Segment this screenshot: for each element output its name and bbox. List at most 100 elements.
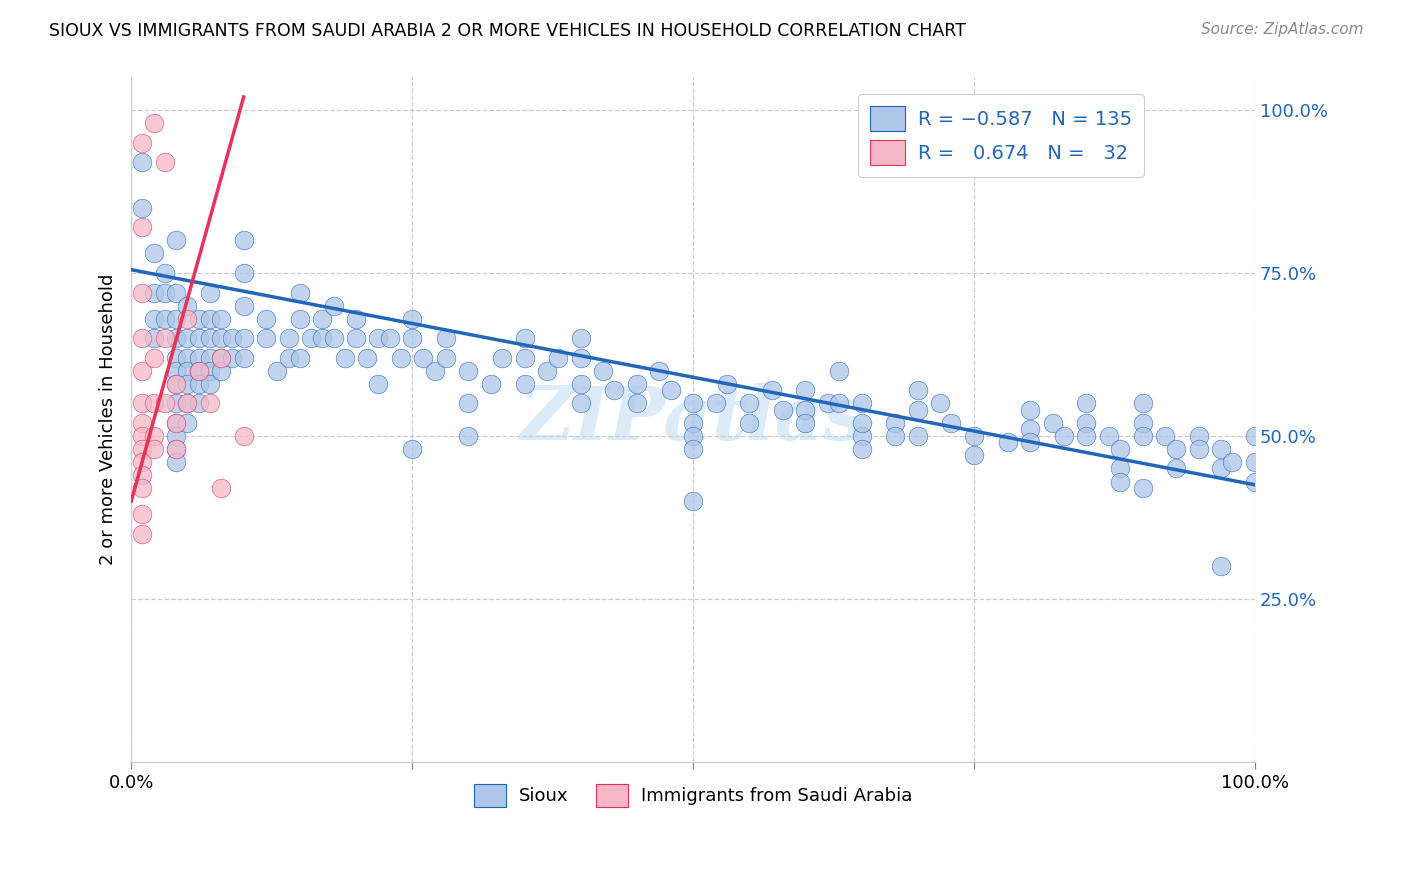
- Point: [142, 311, 165, 326]
- Point: [209, 351, 232, 365]
- Point: [401, 331, 423, 345]
- Point: [311, 311, 333, 326]
- Point: [682, 416, 704, 430]
- Point: [884, 416, 907, 430]
- Point: [299, 331, 322, 345]
- Point: [131, 155, 153, 169]
- Point: [153, 155, 176, 169]
- Point: [142, 116, 165, 130]
- Point: [828, 364, 851, 378]
- Point: [794, 402, 817, 417]
- Point: [794, 416, 817, 430]
- Point: [176, 364, 198, 378]
- Point: [131, 455, 153, 469]
- Point: [569, 396, 592, 410]
- Point: [412, 351, 434, 365]
- Point: [232, 331, 254, 345]
- Point: [153, 331, 176, 345]
- Point: [479, 376, 502, 391]
- Point: [817, 396, 839, 410]
- Point: [221, 351, 243, 365]
- Point: [277, 351, 299, 365]
- Point: [131, 429, 153, 443]
- Point: [941, 416, 963, 430]
- Point: [569, 331, 592, 345]
- Point: [176, 299, 198, 313]
- Text: Source: ZipAtlas.com: Source: ZipAtlas.com: [1201, 22, 1364, 37]
- Point: [187, 376, 209, 391]
- Point: [1109, 461, 1132, 475]
- Point: [457, 364, 479, 378]
- Point: [1098, 429, 1121, 443]
- Point: [794, 384, 817, 398]
- Point: [884, 429, 907, 443]
- Point: [367, 376, 389, 391]
- Point: [659, 384, 682, 398]
- Point: [165, 311, 187, 326]
- Point: [457, 429, 479, 443]
- Point: [1244, 475, 1267, 489]
- Point: [187, 396, 209, 410]
- Point: [198, 376, 221, 391]
- Point: [344, 311, 367, 326]
- Point: [569, 351, 592, 365]
- Point: [682, 396, 704, 410]
- Point: [198, 351, 221, 365]
- Point: [142, 285, 165, 300]
- Point: [165, 429, 187, 443]
- Point: [322, 299, 344, 313]
- Point: [232, 299, 254, 313]
- Point: [592, 364, 614, 378]
- Point: [142, 331, 165, 345]
- Point: [221, 331, 243, 345]
- Point: [131, 364, 153, 378]
- Point: [153, 396, 176, 410]
- Point: [716, 376, 738, 391]
- Point: [165, 442, 187, 456]
- Point: [288, 311, 311, 326]
- Point: [165, 396, 187, 410]
- Point: [165, 376, 187, 391]
- Point: [1188, 442, 1211, 456]
- Point: [254, 311, 277, 326]
- Point: [513, 376, 536, 391]
- Point: [1042, 416, 1064, 430]
- Point: [209, 331, 232, 345]
- Point: [907, 402, 929, 417]
- Point: [165, 455, 187, 469]
- Point: [311, 331, 333, 345]
- Point: [153, 311, 176, 326]
- Point: [176, 376, 198, 391]
- Point: [536, 364, 558, 378]
- Point: [389, 351, 412, 365]
- Point: [1019, 402, 1042, 417]
- Point: [1076, 429, 1098, 443]
- Point: [963, 429, 986, 443]
- Point: [1154, 429, 1177, 443]
- Text: ZIPatlas: ZIPatlas: [520, 384, 866, 456]
- Point: [165, 416, 187, 430]
- Point: [232, 233, 254, 247]
- Point: [401, 311, 423, 326]
- Point: [142, 396, 165, 410]
- Point: [704, 396, 727, 410]
- Point: [963, 449, 986, 463]
- Point: [1211, 461, 1233, 475]
- Point: [254, 331, 277, 345]
- Point: [626, 396, 648, 410]
- Point: [547, 351, 569, 365]
- Point: [131, 285, 153, 300]
- Point: [682, 429, 704, 443]
- Point: [851, 396, 873, 410]
- Point: [929, 396, 952, 410]
- Point: [828, 396, 851, 410]
- Point: [648, 364, 671, 378]
- Point: [131, 416, 153, 430]
- Point: [457, 396, 479, 410]
- Point: [131, 396, 153, 410]
- Point: [165, 364, 187, 378]
- Point: [1132, 429, 1154, 443]
- Point: [434, 351, 457, 365]
- Point: [344, 331, 367, 345]
- Point: [209, 364, 232, 378]
